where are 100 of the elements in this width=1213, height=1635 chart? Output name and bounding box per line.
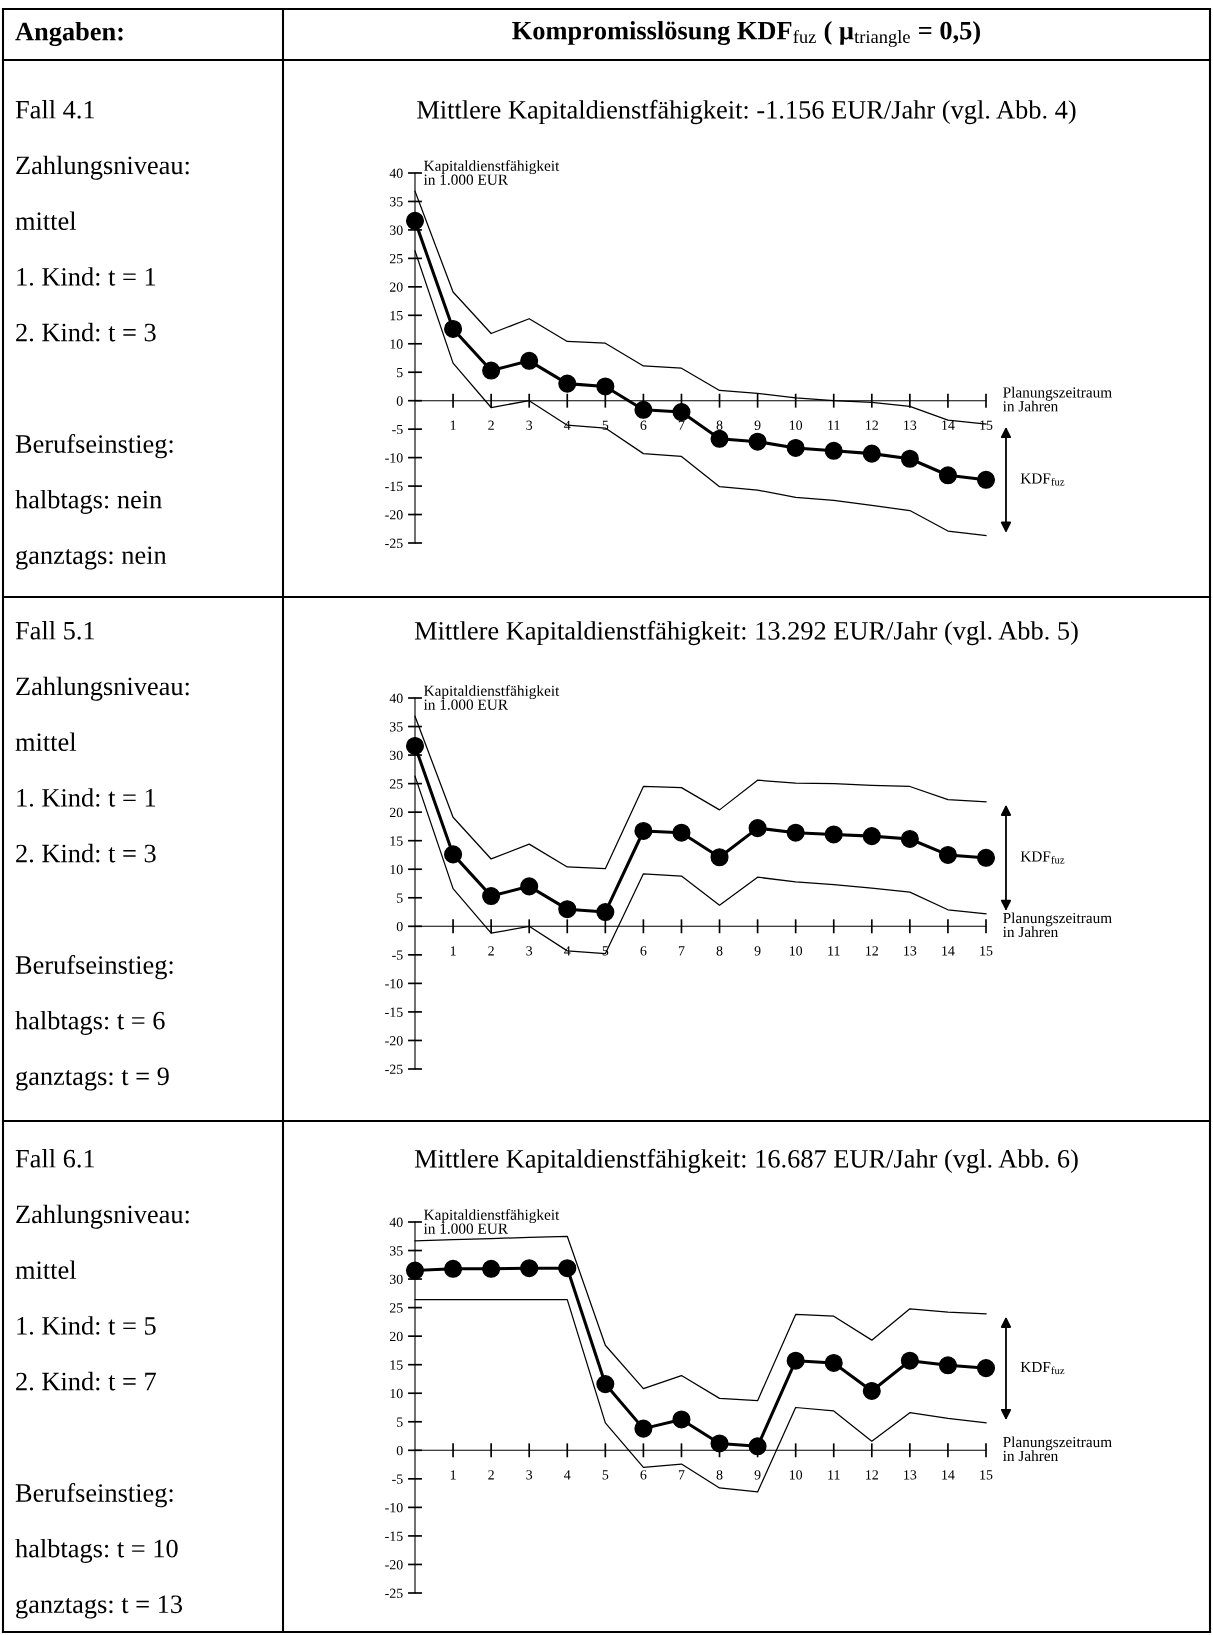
y-tick-label: 5	[397, 893, 403, 903]
y-tick-label: -20	[385, 1036, 403, 1046]
point	[596, 377, 615, 396]
point	[482, 1259, 501, 1278]
y-tick-label: 10	[390, 1388, 403, 1399]
point	[786, 438, 805, 457]
y-axis-title: Kapitaldienstfähigkeit in 1.000 EUR	[423, 160, 560, 185]
x-tick-label: 13	[904, 946, 917, 956]
point	[558, 900, 577, 919]
point	[862, 1381, 881, 1400]
y-tick-label: 0	[396, 921, 403, 932]
y-tick-label: -10	[385, 453, 403, 463]
y-tick-label: 30	[389, 225, 403, 235]
point	[862, 444, 881, 463]
point	[900, 449, 919, 468]
x-tick-label: 8	[716, 420, 723, 430]
y-tick-label: 20	[389, 282, 403, 292]
x-tick-label: 12	[866, 1470, 878, 1480]
point	[976, 1359, 996, 1378]
y-tick-label: -25	[385, 1064, 403, 1074]
text: 1. Kind: t = 1	[17, 788, 156, 807]
point	[938, 1356, 957, 1375]
text: ganztags: t = 13	[16, 1595, 183, 1619]
point	[405, 1261, 425, 1280]
point	[634, 1419, 653, 1438]
y-tick-label: 15	[390, 836, 403, 846]
text: Fall 6.1	[15, 1149, 95, 1168]
y-tick-label: -10	[385, 1502, 403, 1513]
text: KDF$_{fuz}$	[1020, 851, 1065, 864]
point	[482, 361, 501, 380]
x-tick-label: 8	[716, 946, 723, 956]
point	[405, 211, 425, 230]
y-tick-label: 25	[389, 779, 403, 789]
point	[862, 827, 881, 846]
x-tick-label: 14	[942, 1470, 955, 1480]
text: mittel	[15, 211, 77, 231]
text: ganztags: nein	[16, 546, 167, 570]
x-tick-label: 12	[866, 420, 878, 430]
y-tick-label: 35	[389, 197, 403, 207]
point	[444, 845, 463, 864]
text: Berufseinstieg:	[15, 434, 173, 459]
y-tick-label: 0	[396, 1445, 403, 1456]
text: halbtags: t = 6	[15, 1010, 165, 1035]
point	[786, 823, 805, 842]
x-tick-label: 10	[789, 946, 803, 956]
point	[520, 351, 539, 370]
x-tick-label: 9	[754, 946, 761, 956]
text: ganztags: t = 9	[16, 1067, 169, 1091]
y-tick-label: 10	[390, 864, 403, 875]
point	[444, 1259, 463, 1278]
y-tick-label: 40	[389, 1217, 403, 1227]
point	[824, 825, 843, 844]
y-tick-label: 40	[389, 693, 403, 703]
text: 2. Kind: t = 3	[16, 322, 156, 342]
text: Berufseinstieg:	[15, 955, 173, 980]
point	[558, 374, 577, 393]
y-tick-label: -25	[385, 1588, 403, 1598]
point	[824, 441, 843, 460]
y-tick-label: 20	[389, 1331, 403, 1342]
y-tick-label: 35	[389, 722, 403, 732]
text: KDF$_{fuz}$	[1020, 473, 1065, 486]
point	[824, 1353, 843, 1373]
text: 2. Kind: t = 3	[16, 843, 156, 863]
point	[748, 1437, 767, 1456]
text: halbtags: t = 10	[15, 1538, 178, 1563]
y-tick-label: 15	[390, 310, 403, 321]
point	[634, 821, 653, 841]
y-tick-label: -15	[385, 1531, 403, 1541]
x-tick-label: 4	[564, 1470, 571, 1480]
text: Zahlungsniveau:	[16, 155, 189, 180]
x-tick-label: 13	[904, 420, 917, 430]
y-tick-label: 25	[389, 254, 403, 264]
text: Fall 5.1	[15, 621, 95, 640]
y-tick-label: -5	[392, 1474, 403, 1484]
x-tick-label: 13	[904, 1470, 917, 1480]
x-tick-label: 2	[488, 1470, 494, 1480]
y-tick-label: 30	[389, 1274, 403, 1285]
y-tick-label: 5	[397, 367, 403, 378]
x-tick-label: 9	[754, 1470, 761, 1480]
point	[748, 819, 767, 838]
point	[938, 845, 957, 864]
text: KDF$_{fuz}$	[1020, 1361, 1065, 1375]
x-tick-label: 15	[980, 1470, 993, 1480]
x-axis-title: Planungszeitraum in Jahren	[1002, 1436, 1112, 1462]
y-tick-label: -5	[392, 424, 403, 435]
x-tick-label: 15	[980, 946, 993, 956]
text: Berufseinstieg:	[15, 1483, 173, 1508]
x-tick-label: 11	[828, 1470, 840, 1480]
y-tick-label: -10	[385, 978, 403, 989]
x-tick-label: 12	[866, 946, 878, 956]
y-tick-label: 30	[389, 750, 403, 761]
y-tick-label: -25	[385, 538, 403, 548]
x-tick-label: 3	[526, 1470, 533, 1480]
x-tick-label: 3	[526, 420, 533, 430]
x-tick-label: 8	[716, 1470, 723, 1480]
x-tick-label: 2	[488, 420, 494, 430]
y-axis-title: Kapitaldienstfähigkeit in 1.000 EUR	[423, 685, 560, 710]
point	[938, 466, 957, 485]
point	[405, 736, 425, 755]
point	[710, 848, 729, 867]
